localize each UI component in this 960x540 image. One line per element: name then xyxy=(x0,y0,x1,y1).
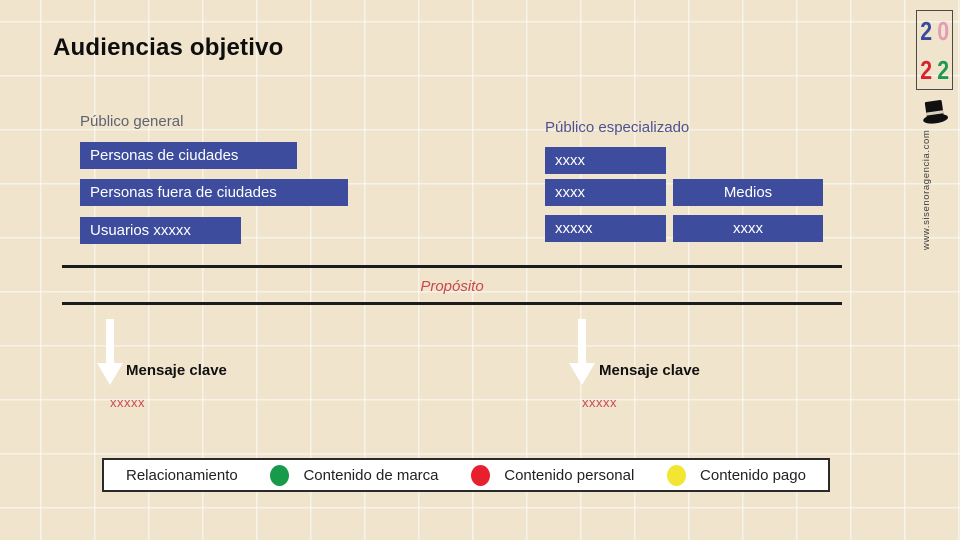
logo-digit: 2 xyxy=(919,54,932,85)
website-url: www.sisenoragencia.com xyxy=(921,129,932,250)
down-arrow-icon xyxy=(569,319,595,385)
top-hat-icon xyxy=(923,100,949,124)
proposito-label: Propósito xyxy=(420,278,484,295)
audience-bar: xxxxx xyxy=(545,215,666,242)
key-message-value: xxxxx xyxy=(582,395,617,410)
logo-2022: 2 0 2 2 xyxy=(916,10,953,90)
logo-digit: 2 xyxy=(919,15,932,46)
page-title: Audiencias objetivo xyxy=(53,34,284,61)
logo-digit: 0 xyxy=(937,15,950,46)
key-message-title: Mensaje clave xyxy=(599,362,700,379)
audience-bar: xxxx xyxy=(545,179,666,206)
legend-label: Contenido pago xyxy=(700,466,806,484)
down-arrow-icon xyxy=(97,319,123,385)
audience-bar: xxxx xyxy=(673,215,823,242)
group-label-publico-especializado: Público especializado xyxy=(545,119,690,136)
group-label-publico-general: Público general xyxy=(80,113,184,130)
legend-item: Contenido pago xyxy=(667,464,806,486)
red-dot-icon xyxy=(471,464,491,486)
proposito-divider-bottom xyxy=(62,302,842,305)
key-message-title: Mensaje clave xyxy=(126,362,227,379)
audience-bar: Personas fuera de ciudades xyxy=(80,179,348,206)
legend-item: Relacionamiento xyxy=(126,467,238,484)
audience-bar: Usuarios xxxxx xyxy=(80,217,241,244)
logo-digit: 2 xyxy=(937,54,950,85)
legend: Relacionamiento Contenido de marca Conte… xyxy=(102,458,830,492)
legend-label: Contenido de marca xyxy=(303,466,439,484)
audience-bar: xxxx xyxy=(545,147,666,174)
key-message-value: xxxxx xyxy=(110,395,145,410)
legend-item: Contenido de marca xyxy=(270,464,439,486)
legend-label: Relacionamiento xyxy=(126,466,238,484)
proposito-divider-top xyxy=(62,265,842,268)
legend-label: Contenido personal xyxy=(504,466,635,484)
green-dot-icon xyxy=(270,464,290,486)
audience-bar: Personas de ciudades xyxy=(80,142,297,169)
audience-bar: Medios xyxy=(673,179,823,206)
legend-item: Contenido personal xyxy=(471,464,635,486)
yellow-dot-icon xyxy=(667,464,687,486)
